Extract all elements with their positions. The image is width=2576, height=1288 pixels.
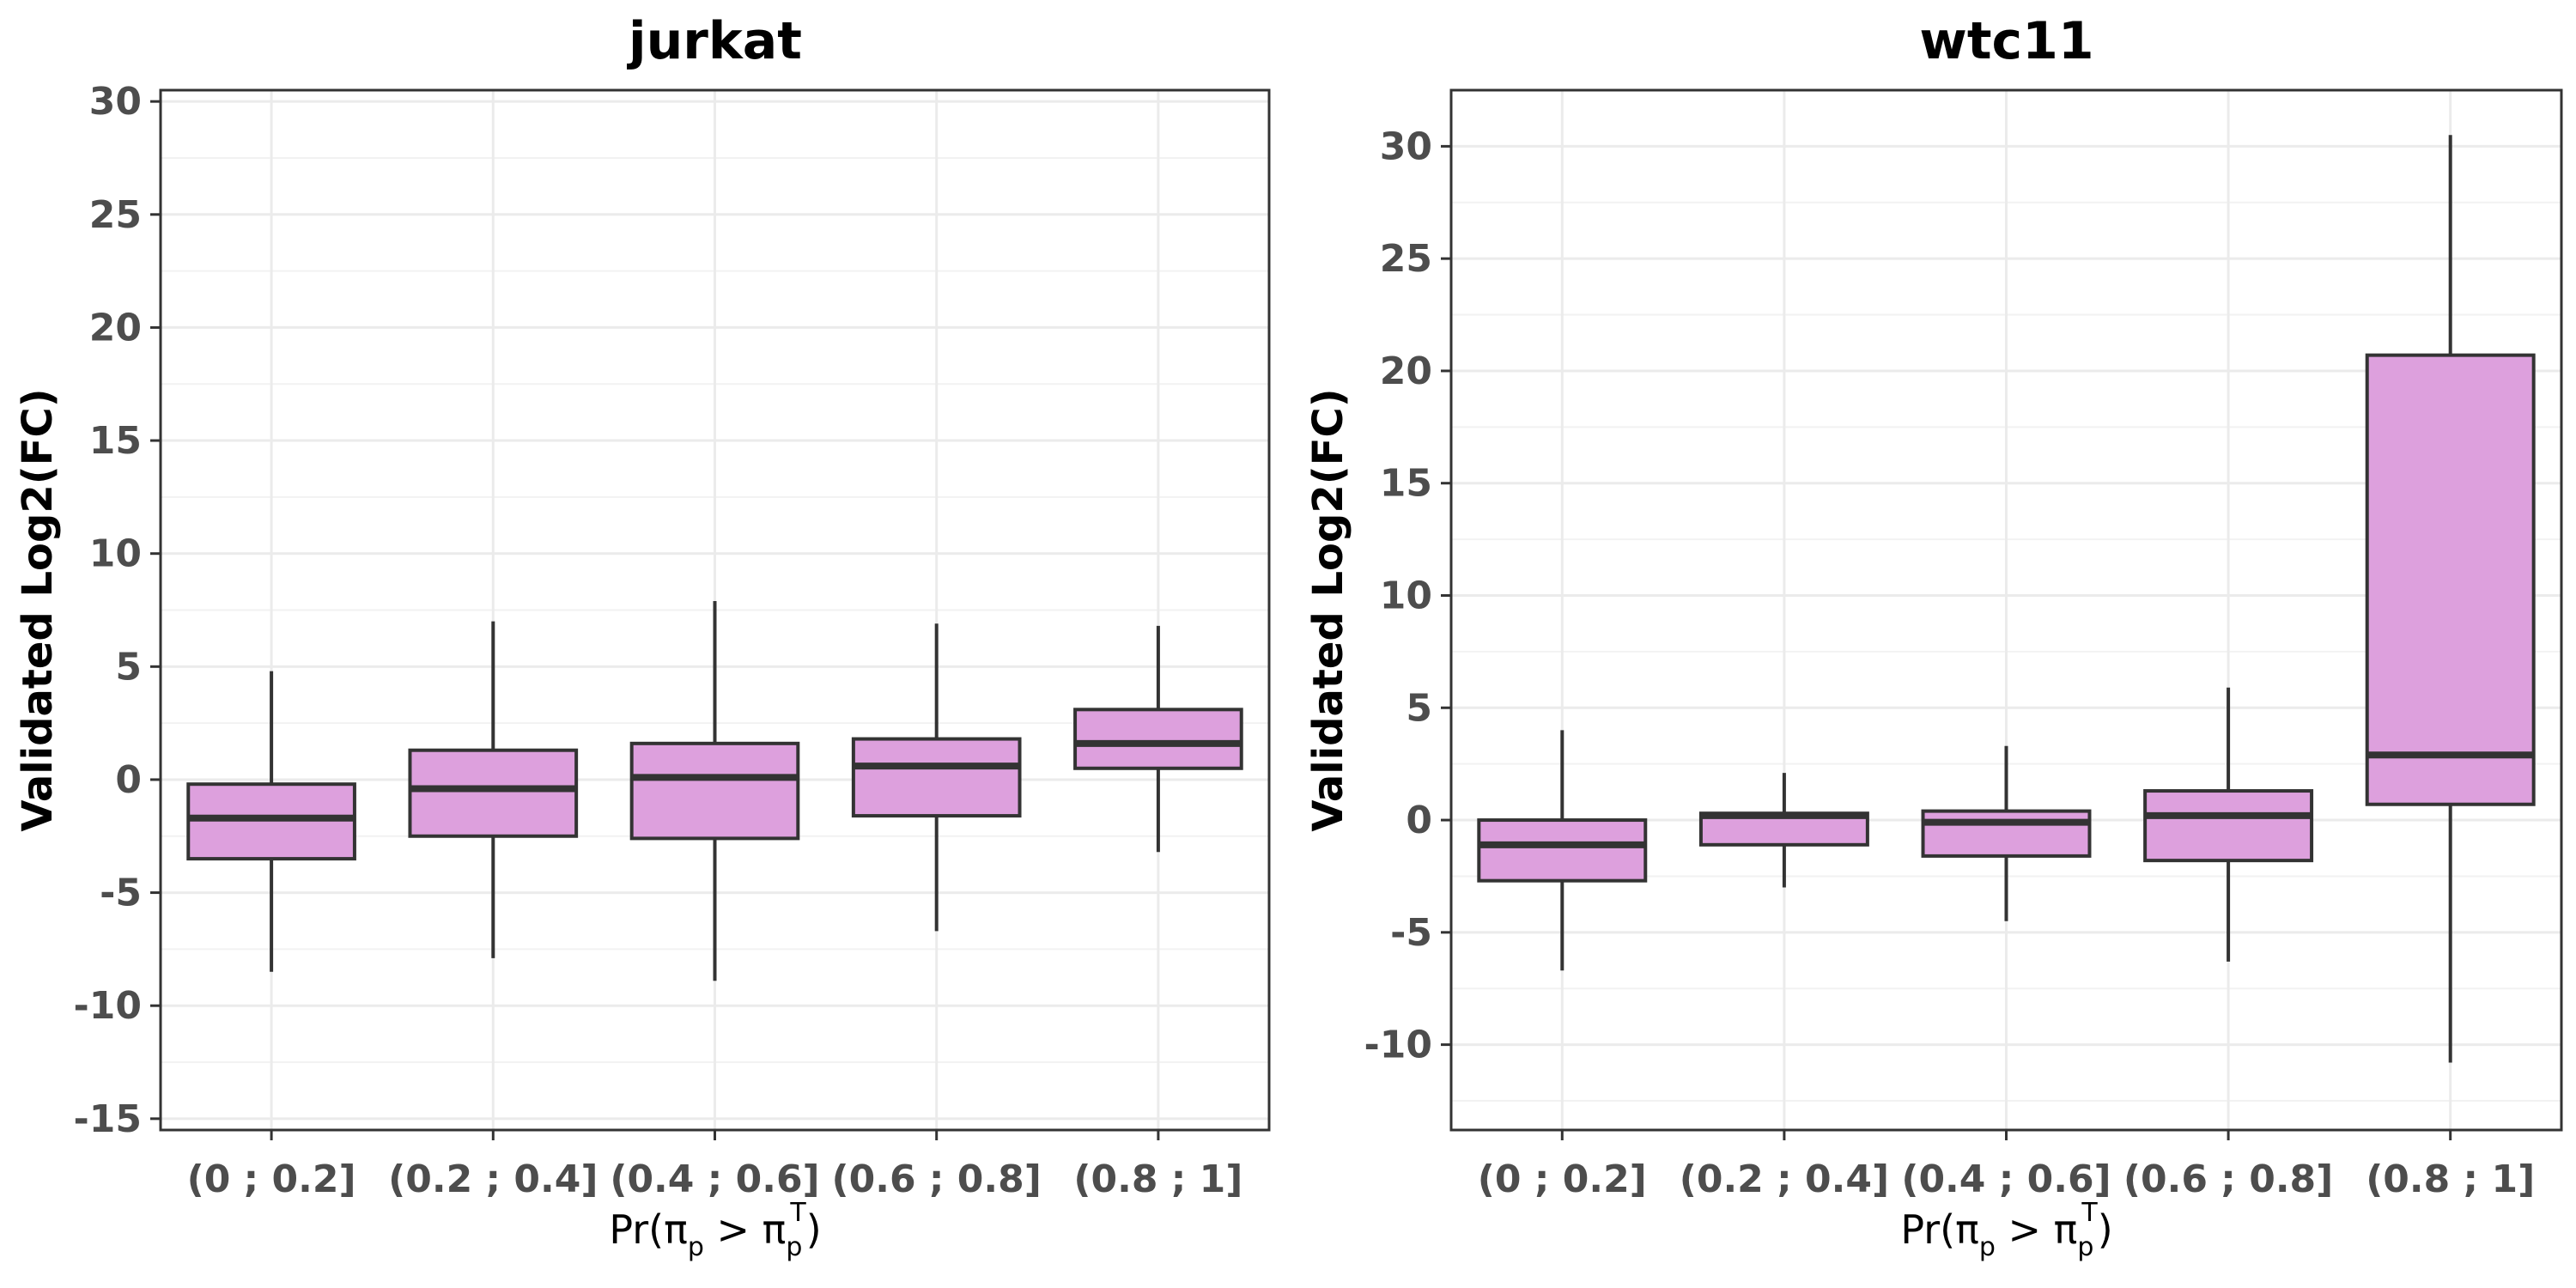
y-axis-label: Validated Log2(FC): [1304, 388, 1352, 831]
y-tick-label: 30: [1380, 125, 1432, 168]
x-axis-label: Pr(πp > πpT): [609, 1198, 821, 1262]
box-(0.8 ; 1]: [2365, 135, 2536, 1063]
box-body: [2365, 353, 2536, 806]
y-tick-label: -5: [1390, 911, 1432, 955]
box-body: [851, 737, 1022, 818]
box-(0.6 ; 0.8]: [851, 623, 1022, 932]
y-tick-label: 20: [1380, 349, 1432, 393]
box-(0 ; 0.2]: [1477, 730, 1648, 971]
box-(0.4 ; 0.6]: [1921, 745, 2092, 921]
panel-title: wtc11: [1919, 11, 2093, 71]
x-axis-label: Pr(πp > πpT): [1900, 1198, 2112, 1262]
box-(0 ; 0.2]: [186, 671, 356, 972]
panel-jurkat: -15 -10 -5 0 5 10 15 20 25 30 (0 ; 0.2] (0.2 ; 0.4]…: [14, 11, 1271, 1262]
y-tick-label: 0: [1406, 799, 1432, 842]
box-(0.6 ; 0.8]: [2143, 687, 2314, 962]
box-body: [1477, 818, 1648, 883]
y-axis-label: Validated Log2(FC): [14, 388, 62, 831]
x-tick-label: (0 ; 0.2]: [187, 1157, 356, 1201]
x-tick-label: (0.2 ; 0.4]: [1680, 1157, 1889, 1201]
y-tick-label: -10: [74, 984, 143, 1028]
y-tick-label: 5: [1406, 686, 1432, 730]
y-tick-label: -10: [1364, 1024, 1433, 1067]
y-tick-label: -5: [100, 872, 142, 915]
box-body: [2143, 789, 2314, 863]
y-tick-label: 15: [89, 419, 142, 463]
box-(0.2 ; 0.4]: [1698, 773, 1869, 888]
box-(0.4 ; 0.6]: [629, 600, 800, 981]
x-tick-label: (0.6 ; 0.8]: [832, 1157, 1042, 1201]
box-(0.8 ; 1]: [1073, 625, 1243, 853]
x-tick-label: (0.6 ; 0.8]: [2123, 1157, 2333, 1201]
y-tick-label: 30: [89, 80, 142, 124]
panel-wtc11: -10 -5 0 5 10 15 20 25 30 (0 ; 0.2] (0.2 ; 0.4] (0.…: [1304, 11, 2563, 1262]
box-(0.2 ; 0.4]: [408, 621, 579, 958]
y-tick-label: -15: [74, 1097, 143, 1141]
y-tick-label: 15: [1380, 462, 1432, 506]
box-body: [408, 748, 579, 838]
box-body: [1921, 809, 2092, 858]
x-tick-label: (0.4 ; 0.6]: [610, 1157, 819, 1201]
y-tick-label: 25: [1380, 237, 1432, 281]
box-body: [1073, 708, 1243, 770]
y-tick-label: 10: [1380, 574, 1432, 617]
x-tick-label: (0.8 ; 1]: [1073, 1157, 1242, 1201]
y-tick-label: 10: [89, 532, 142, 576]
box-body: [629, 741, 800, 841]
panel-title: jurkat: [627, 11, 802, 71]
x-tick-label: (0 ; 0.2]: [1478, 1157, 1647, 1201]
y-tick-label: 0: [115, 758, 142, 802]
x-tick-label: (0.4 ; 0.6]: [1901, 1157, 2111, 1201]
x-tick-label: (0.8 ; 1]: [2366, 1157, 2535, 1201]
x-tick-label: (0.2 ; 0.4]: [388, 1157, 598, 1201]
y-tick-label: 25: [89, 193, 142, 237]
y-tick-label: 5: [115, 645, 142, 689]
y-tick-label: 20: [89, 306, 142, 349]
